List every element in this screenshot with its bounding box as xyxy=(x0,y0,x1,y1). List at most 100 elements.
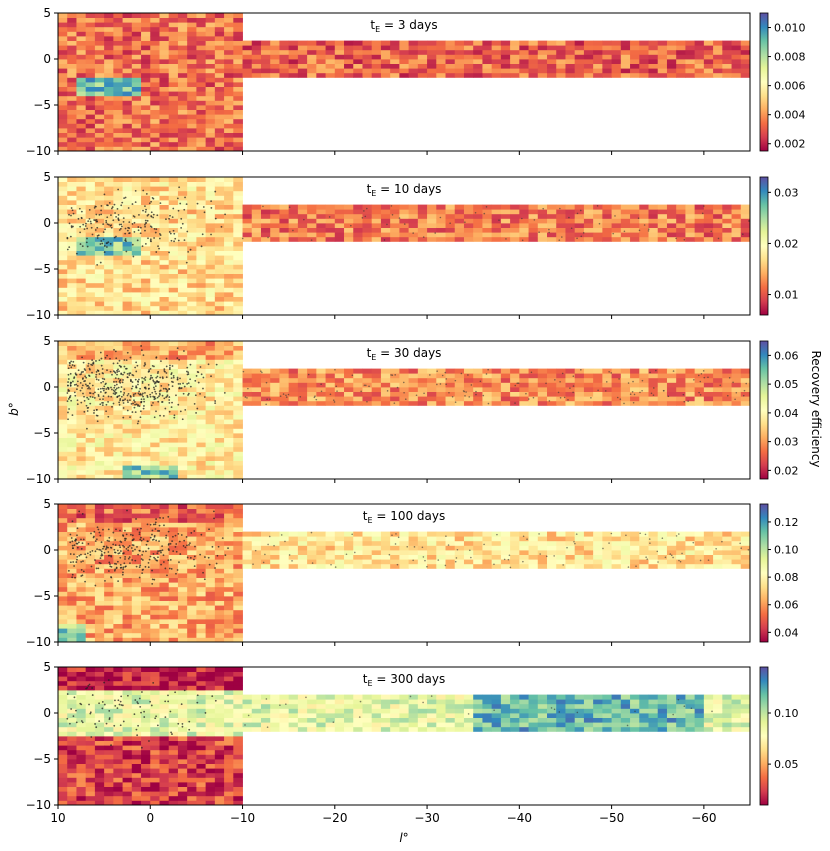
event-point xyxy=(86,410,89,412)
heat-cell xyxy=(214,269,225,274)
heat-cell xyxy=(196,456,207,461)
event-point xyxy=(80,371,83,374)
event-point xyxy=(141,376,144,379)
heat-cell xyxy=(233,36,243,41)
heat-cell xyxy=(224,186,234,192)
event-point xyxy=(165,372,168,374)
event-point xyxy=(89,392,92,395)
heat-cell xyxy=(620,387,631,392)
heat-cell xyxy=(648,63,659,69)
heat-cell xyxy=(159,586,170,592)
heat-cell xyxy=(666,382,677,388)
event-point xyxy=(104,228,106,231)
event-point xyxy=(177,209,180,212)
colorbar-tick-label: 0.03 xyxy=(774,186,799,199)
heat-cell xyxy=(205,637,216,643)
event-point xyxy=(169,232,172,235)
heat-cell xyxy=(67,433,77,438)
heat-cell xyxy=(334,377,345,383)
heat-cell xyxy=(67,105,77,110)
heat-cell xyxy=(94,568,105,574)
heat-cell xyxy=(565,63,576,69)
heat-cell xyxy=(694,396,705,402)
heat-cell xyxy=(251,204,262,210)
heat-cell xyxy=(390,227,400,233)
heat-cell xyxy=(353,72,363,78)
heat-cell xyxy=(159,259,170,265)
heat-cell xyxy=(104,36,114,41)
heat-cell xyxy=(67,513,77,519)
heat-cell xyxy=(685,400,696,406)
event-point xyxy=(745,382,748,385)
heat-cell xyxy=(297,368,308,374)
event-point xyxy=(126,399,129,402)
event-point xyxy=(118,401,121,404)
heat-cell xyxy=(722,213,732,219)
heat-cell xyxy=(177,36,188,41)
heat-cell xyxy=(122,305,133,311)
heat-cell xyxy=(177,259,188,265)
heat-cell xyxy=(390,204,400,210)
heat-cell xyxy=(260,213,271,219)
heat-cell xyxy=(104,619,114,624)
heat-cell xyxy=(159,118,170,124)
heat-cell xyxy=(602,236,612,242)
event-point xyxy=(129,395,132,398)
heat-cell xyxy=(417,563,428,569)
heat-cell xyxy=(58,536,68,542)
heat-cell xyxy=(427,387,437,392)
heat-cell xyxy=(104,137,114,143)
event-point xyxy=(120,223,123,226)
heat-cell xyxy=(224,428,234,434)
heat-cell xyxy=(150,123,160,129)
heat-cell xyxy=(463,382,474,388)
event-point xyxy=(158,237,161,240)
event-point xyxy=(113,203,116,206)
panel-title: tE = 30 days xyxy=(367,346,442,362)
heat-cell xyxy=(76,236,87,242)
heat-cell xyxy=(242,63,253,69)
heat-cell xyxy=(113,504,123,509)
heat-cell xyxy=(159,264,170,270)
heat-cell xyxy=(67,269,77,274)
heat-cell xyxy=(583,236,594,242)
event-point xyxy=(402,381,405,384)
heat-cell xyxy=(417,45,428,51)
event-point xyxy=(67,384,69,387)
heat-cell xyxy=(353,531,363,537)
heat-cell xyxy=(113,437,123,443)
heat-cell xyxy=(399,59,410,64)
heat-cell xyxy=(445,213,456,219)
event-point xyxy=(176,347,179,350)
event-point xyxy=(629,393,632,396)
heat-cell xyxy=(251,536,262,542)
heat-cell xyxy=(85,105,96,110)
heat-cell xyxy=(491,540,502,546)
heat-cell xyxy=(85,469,96,475)
heat-cell xyxy=(353,550,363,555)
heat-cell xyxy=(113,586,123,592)
heat-cell xyxy=(694,45,705,51)
event-point xyxy=(487,402,490,405)
heat-cell xyxy=(141,341,151,346)
heat-cell xyxy=(473,382,483,388)
heat-cell xyxy=(676,209,686,215)
heat-cell xyxy=(380,209,391,215)
event-point xyxy=(91,371,93,374)
heat-cell xyxy=(463,49,474,55)
event-point xyxy=(336,390,338,392)
heat-cell xyxy=(399,400,410,406)
heat-cell xyxy=(187,623,197,629)
heat-cell xyxy=(436,373,446,379)
heat-cell xyxy=(565,40,576,46)
heat-cell xyxy=(94,292,105,297)
heat-cell xyxy=(491,559,502,565)
heat-cell xyxy=(131,517,142,523)
heat-cell xyxy=(94,522,105,528)
colorbar-2: 0.010.020.03 xyxy=(759,176,799,316)
event-point xyxy=(187,371,190,374)
heat-cell xyxy=(113,605,123,611)
heat-cell xyxy=(85,460,96,466)
heat-cell xyxy=(510,209,520,215)
heat-cell xyxy=(122,218,133,224)
